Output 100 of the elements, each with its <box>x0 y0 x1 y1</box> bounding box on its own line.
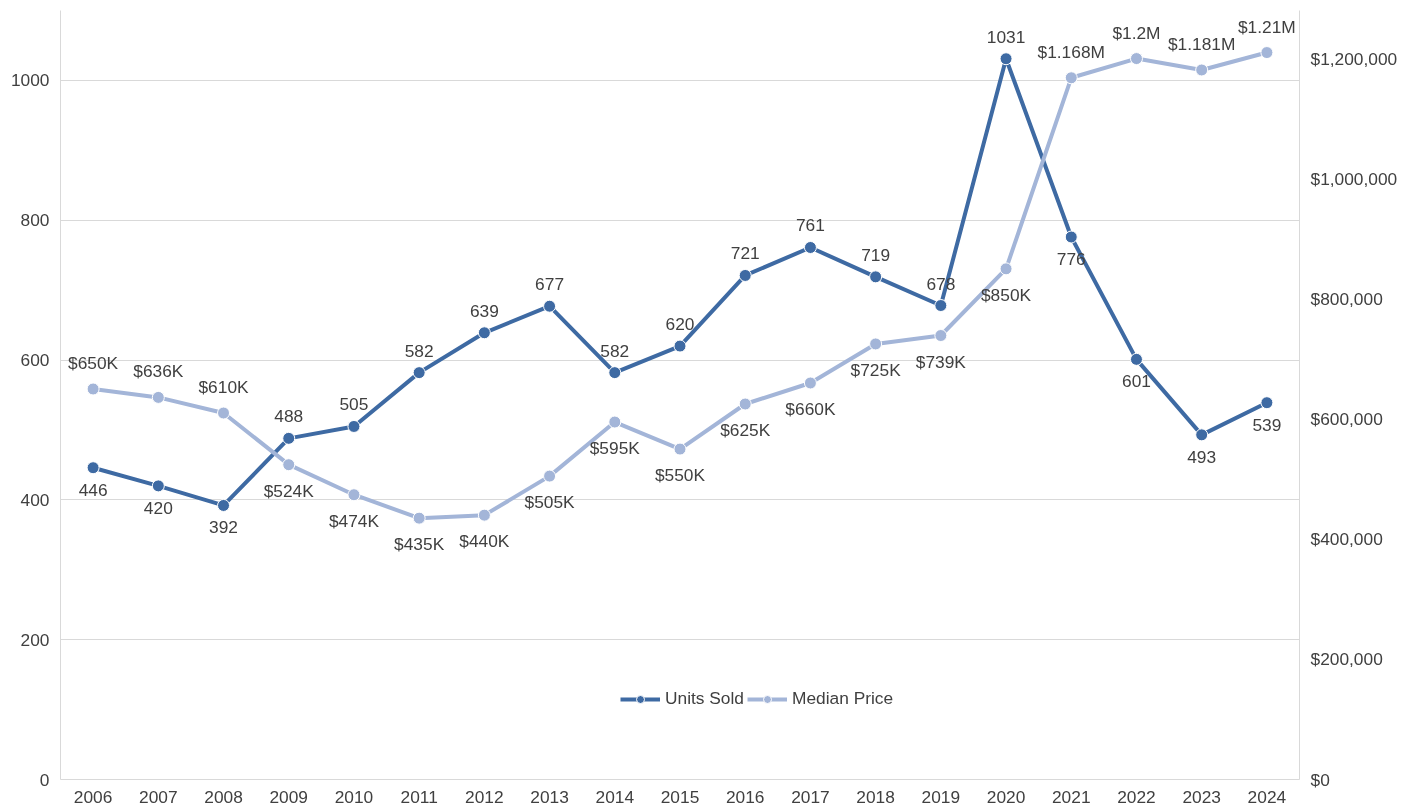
point <box>869 270 883 284</box>
point <box>217 498 231 512</box>
legend-label: Median Price <box>791 688 894 709</box>
point <box>934 329 948 343</box>
data-label: $595K <box>589 438 641 459</box>
point <box>1064 71 1078 85</box>
point <box>282 431 296 445</box>
y-tick-label: 600 <box>20 350 50 371</box>
y2-tick-label: $600,000 <box>1310 409 1383 430</box>
x-tick-label: 2019 <box>921 786 961 807</box>
data-label: 582 <box>600 340 630 361</box>
x-tick-label: 2010 <box>334 786 374 807</box>
data-label: 505 <box>339 394 369 415</box>
x-tick-label: 2011 <box>400 786 438 807</box>
data-label: $1.21M <box>1238 16 1296 37</box>
point <box>543 469 557 483</box>
point <box>347 488 361 502</box>
data-label: $739K <box>915 351 967 372</box>
y-tick-label: 800 <box>20 210 50 231</box>
data-label: $660K <box>785 398 836 419</box>
y2-tick-label: $1,000,000 <box>1310 168 1398 189</box>
point <box>673 442 687 456</box>
x-tick-label: 2009 <box>269 786 309 807</box>
point <box>1064 230 1078 244</box>
data-label: $850K <box>981 284 1032 305</box>
x-tick-label: 2020 <box>986 786 1026 807</box>
point <box>412 511 426 525</box>
point <box>608 415 622 429</box>
y-tick-label: 0 <box>39 769 50 790</box>
x-tick-label: 2023 <box>1182 786 1221 807</box>
y2-tick-label: $0 <box>1310 769 1330 790</box>
y2-tick-label: $200,000 <box>1310 649 1383 670</box>
point <box>412 366 426 380</box>
point <box>999 52 1013 66</box>
data-label: $1.181M <box>1167 33 1236 54</box>
x-tick-label: 2024 <box>1247 786 1287 807</box>
data-label: $505K <box>524 492 576 513</box>
x-tick-label: 2014 <box>595 786 635 807</box>
y-tick-label: 1000 <box>10 70 50 91</box>
data-label: $1.2M <box>1112 22 1161 43</box>
point <box>151 479 165 493</box>
point <box>282 458 296 472</box>
data-label: $610K <box>198 377 250 398</box>
data-label: 1031 <box>986 26 1026 47</box>
point <box>1195 428 1209 442</box>
data-label: 761 <box>795 215 825 236</box>
x-tick-label: 2018 <box>856 786 895 807</box>
data-label: 639 <box>469 300 499 321</box>
point <box>934 299 948 312</box>
data-label: $550K <box>654 465 706 486</box>
data-label: 677 <box>535 274 565 295</box>
point <box>1260 46 1274 60</box>
point <box>803 376 817 390</box>
data-label: $440K <box>459 531 510 552</box>
data-label: 539 <box>1252 414 1282 435</box>
x-tick-label: 2013 <box>530 786 569 807</box>
point <box>738 268 752 282</box>
data-label: 488 <box>274 406 304 427</box>
legend-label: Units Sold <box>665 688 744 709</box>
data-label: 493 <box>1187 446 1217 467</box>
point <box>86 382 100 396</box>
data-label: 420 <box>143 497 173 518</box>
data-label: $625K <box>720 420 771 441</box>
x-tick-label: 2021 <box>1051 786 1091 807</box>
point <box>1195 63 1209 77</box>
x-tick-label: 2012 <box>465 786 504 807</box>
data-label: 446 <box>78 479 108 500</box>
data-label: $650K <box>68 352 119 373</box>
point <box>999 262 1013 276</box>
data-label: $474K <box>328 510 380 531</box>
point <box>217 406 231 420</box>
point <box>869 337 883 351</box>
data-label: 721 <box>730 243 760 264</box>
point <box>1129 52 1143 66</box>
x-tick-label: 2022 <box>1117 786 1156 807</box>
data-label: $435K <box>394 534 445 555</box>
y-tick-label: 200 <box>20 629 50 650</box>
x-tick-label: 2016 <box>725 786 765 807</box>
point <box>673 339 687 353</box>
point <box>803 241 817 254</box>
point <box>608 366 622 380</box>
data-label: $636K <box>133 361 184 382</box>
point <box>347 419 361 433</box>
data-label: 620 <box>665 314 695 335</box>
point <box>151 390 165 404</box>
y2-tick-label: $1,200,000 <box>1310 48 1398 69</box>
data-label: $524K <box>263 480 315 501</box>
x-tick-label: 2007 <box>139 786 178 807</box>
data-label: $1.168M <box>1037 41 1105 62</box>
point <box>1260 396 1274 410</box>
x-tick-label: 2015 <box>660 786 700 807</box>
point <box>543 299 557 313</box>
x-tick-label: 2006 <box>73 786 113 807</box>
point <box>477 508 491 522</box>
x-tick-label: 2008 <box>204 786 243 807</box>
data-label: 582 <box>404 340 434 361</box>
data-label: 719 <box>861 244 891 265</box>
y-tick-label: 400 <box>20 489 50 510</box>
point <box>86 461 100 475</box>
data-label: $725K <box>850 359 902 380</box>
